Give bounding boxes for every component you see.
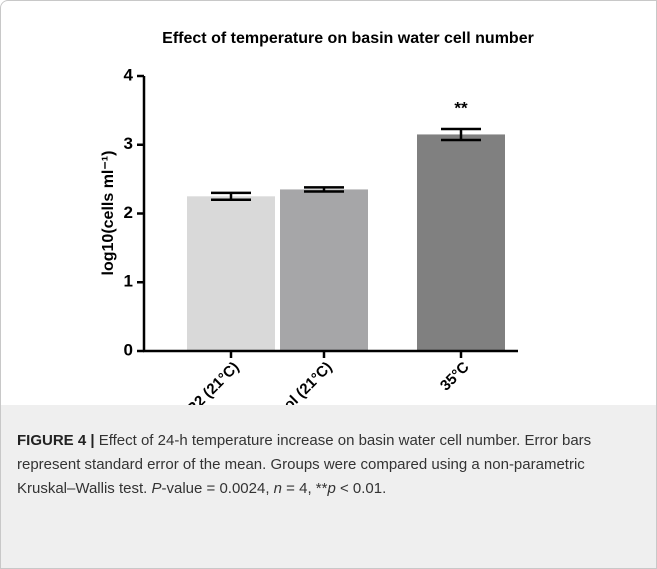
caption-text: = 4, ** xyxy=(282,480,328,497)
y-axis-label: log10(cells ml⁻¹) xyxy=(100,151,117,276)
chart: Effect of temperature on basin water cel… xyxy=(100,30,534,442)
error-bar xyxy=(304,186,344,193)
x-tick-label: BR2 (21°C) xyxy=(176,359,243,405)
bar xyxy=(417,134,505,351)
caption-text: P xyxy=(151,480,162,497)
x-tick-label: Control (21°C) xyxy=(252,359,335,405)
y-tick-label: 2 xyxy=(124,203,133,222)
caption-text: Effect of 24-h temperature increase on b… xyxy=(17,432,596,497)
caption-text: < 0.01. xyxy=(335,480,387,497)
caption-label: FIGURE 4 | xyxy=(17,432,95,449)
bar xyxy=(187,196,275,351)
annotation: ** xyxy=(454,98,468,117)
x-tick-label: 35°C xyxy=(437,358,473,394)
caption-text: -value = 0.0024, xyxy=(161,480,274,497)
y-tick-label: 3 xyxy=(124,134,133,153)
error-bar xyxy=(211,191,251,201)
y-tick-label: 1 xyxy=(124,272,133,291)
bar xyxy=(280,189,368,351)
y-tick-label: 4 xyxy=(124,65,134,84)
caption: FIGURE 4 | Effect of 24-h temperature in… xyxy=(1,405,656,568)
y-tick-label: 0 xyxy=(124,340,133,359)
caption-text: n xyxy=(273,480,283,497)
caption-text: p xyxy=(327,480,336,497)
chart-title: Effect of temperature on basin water cel… xyxy=(162,30,534,47)
error-bar xyxy=(441,127,481,142)
